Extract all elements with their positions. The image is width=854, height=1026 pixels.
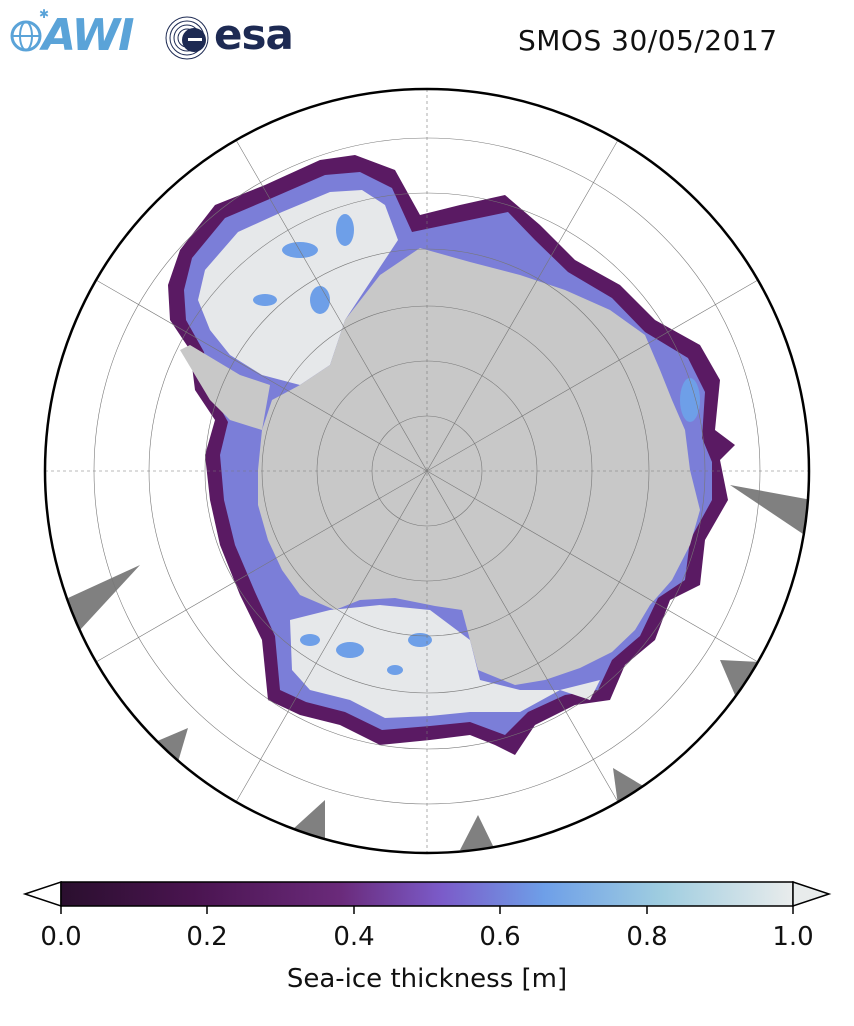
esa-emblem-icon [165, 16, 209, 60]
product-date-title: SMOS 30/05/2017 [518, 24, 778, 57]
colorbar-title: Sea-ice thickness [m] [286, 964, 568, 994]
awi-logo-text: AWI [42, 10, 135, 61]
logo-group: ✱ AWI esa [6, 6, 306, 66]
no-data-wedges [68, 485, 809, 850]
colorbar-tick-label: 1.0 [772, 922, 814, 952]
colorbar [22, 880, 832, 914]
graticule-grid [45, 89, 809, 853]
logo-graphics: ✱ [10, 7, 209, 60]
colorbar-tick-label: 0.4 [333, 922, 375, 952]
colorbar-tick-label: 0.2 [186, 922, 228, 952]
antarctic-peninsula [180, 345, 270, 430]
map-frame [43, 87, 811, 855]
colorbar-extend-high [792, 880, 832, 908]
colorbar-gradient [60, 881, 794, 907]
awi-globe-icon: ✱ [10, 7, 49, 52]
colorbar-tick-label: 0.6 [479, 922, 521, 952]
colorbar-extend-low [22, 880, 62, 908]
colorbar-ticks [60, 906, 794, 914]
svg-text:✱: ✱ [39, 7, 49, 21]
esa-logo-text: esa [214, 10, 294, 59]
antarctic-sea-ice-map [43, 87, 811, 855]
antarctica-landmass [258, 248, 700, 685]
colorbar-tick-label: 0.0 [40, 922, 82, 952]
sea-ice-patches [253, 214, 700, 675]
colorbar-tick-label: 0.8 [626, 922, 668, 952]
sea-ice-thick-interior-ross [290, 605, 600, 718]
